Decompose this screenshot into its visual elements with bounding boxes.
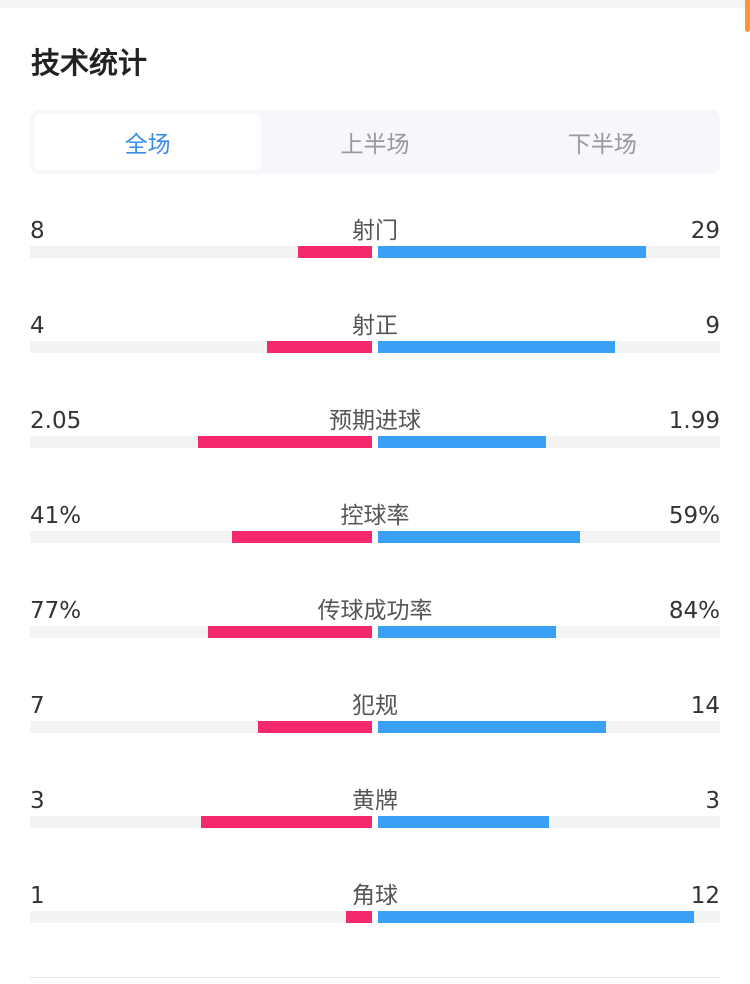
stat-row: 77% 传球成功率 84% (30, 596, 720, 656)
away-value: 12 (690, 883, 720, 909)
home-value: 3 (30, 788, 45, 814)
section-title: 技术统计 (31, 46, 148, 80)
away-value: 1.99 (668, 408, 720, 434)
tab-second-half[interactable]: 下半场 (567, 132, 637, 158)
away-bar-track (378, 246, 720, 258)
home-bar (345, 911, 372, 923)
away-bar-track (378, 531, 720, 543)
home-bar-track (30, 721, 372, 733)
home-bar-track (30, 626, 372, 638)
home-value: 77% (30, 598, 82, 624)
away-bar-track (378, 911, 720, 923)
scroll-indicator (745, 0, 750, 32)
stat-row: 3 黄牌 3 (30, 786, 720, 846)
home-bar (198, 436, 372, 448)
stat-label: 射门 (352, 218, 398, 244)
away-bar-track (378, 626, 720, 638)
away-bar (378, 816, 549, 828)
away-value: 29 (690, 218, 720, 244)
stat-row: 1 角球 12 (30, 881, 720, 941)
home-bar-track (30, 436, 372, 448)
tab-full-match[interactable]: 全场 (34, 114, 262, 170)
stat-row: 2.05 预期进球 1.99 (30, 406, 720, 466)
away-value: 84% (668, 598, 720, 624)
away-bar-track (378, 341, 720, 353)
home-value: 8 (30, 218, 45, 244)
period-tabs: 全场 上半场 下半场 (30, 110, 720, 174)
home-value: 41% (30, 503, 82, 529)
stat-label: 传球成功率 (317, 598, 433, 624)
bottom-divider (30, 977, 720, 978)
home-bar (298, 246, 372, 258)
home-bar (208, 626, 372, 638)
away-bar (378, 721, 606, 733)
away-bar-track (378, 816, 720, 828)
home-bar-track (30, 911, 372, 923)
away-bar (378, 436, 547, 448)
home-bar (231, 531, 372, 543)
away-value: 59% (668, 503, 720, 529)
away-value: 14 (690, 693, 720, 719)
stat-label: 射正 (352, 313, 398, 339)
away-value: 3 (705, 788, 720, 814)
stat-label: 控球率 (340, 503, 410, 529)
stat-row: 41% 控球率 59% (30, 501, 720, 561)
home-bar-track (30, 341, 372, 353)
home-value: 1 (30, 883, 45, 909)
stat-row: 7 犯规 14 (30, 691, 720, 751)
stat-row: 8 射门 29 (30, 216, 720, 276)
away-bar-track (378, 721, 720, 733)
home-value: 4 (30, 313, 45, 339)
home-bar-track (30, 816, 372, 828)
top-divider (0, 0, 750, 8)
away-bar (378, 911, 694, 923)
home-bar (201, 816, 372, 828)
away-bar (378, 341, 615, 353)
away-bar-track (378, 436, 720, 448)
home-value: 7 (30, 693, 45, 719)
stat-label: 角球 (352, 883, 398, 909)
away-bar (378, 531, 580, 543)
home-bar-track (30, 531, 372, 543)
stat-label: 预期进球 (329, 408, 421, 434)
away-bar (378, 246, 647, 258)
tab-first-half[interactable]: 上半场 (340, 132, 410, 158)
stat-label: 犯规 (352, 693, 398, 719)
home-bar-track (30, 246, 372, 258)
home-bar (258, 721, 372, 733)
away-bar (378, 626, 557, 638)
home-value: 2.05 (30, 408, 82, 434)
stat-label: 黄牌 (352, 788, 398, 814)
away-value: 9 (705, 313, 720, 339)
stat-row: 4 射正 9 (30, 311, 720, 371)
home-bar (266, 341, 372, 353)
